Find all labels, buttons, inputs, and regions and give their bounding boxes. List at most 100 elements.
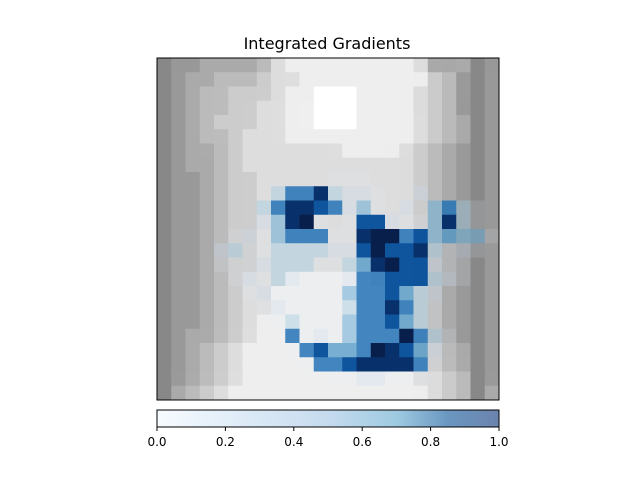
heatmap-cell [299, 286, 315, 301]
heatmap-cell [484, 271, 500, 287]
heatmap-cell [385, 385, 400, 401]
heatmap-cell [399, 257, 414, 273]
heatmap-cell [214, 257, 229, 273]
heatmap-cell [285, 328, 300, 344]
heatmap-cell [370, 300, 386, 315]
heatmap-cell [299, 157, 315, 173]
heatmap-cell [456, 72, 471, 87]
heatmap-cell [171, 186, 186, 201]
heatmap-cell [427, 257, 443, 273]
heatmap-cell [185, 343, 201, 358]
heatmap-cell [370, 200, 386, 216]
heatmap-cell [228, 129, 243, 144]
heatmap-cell [442, 328, 457, 344]
heatmap-cell [413, 257, 429, 273]
heatmap-cell [427, 271, 443, 287]
heatmap-cell [399, 243, 414, 258]
heatmap-cell [342, 243, 357, 258]
heatmap-cell [356, 243, 372, 258]
heatmap-cell [328, 200, 343, 216]
heatmap-cell [256, 385, 272, 401]
heatmap-cell [228, 286, 243, 301]
heatmap-cell [328, 371, 343, 387]
heatmap-cell [342, 157, 357, 173]
heatmap-cell [427, 243, 443, 258]
heatmap-cell [271, 357, 286, 372]
heatmap-cell [299, 100, 315, 116]
heatmap-cell [442, 243, 457, 258]
heatmap-cell [399, 72, 414, 87]
heatmap-cell [356, 129, 372, 144]
heatmap-cell [385, 129, 400, 144]
heatmap-cell [470, 72, 486, 87]
heatmap-cell [285, 186, 300, 201]
heatmap-cell [342, 115, 357, 130]
heatmap-cell [413, 58, 429, 73]
heatmap-cell [271, 343, 286, 358]
heatmap-cell [199, 214, 215, 230]
heatmap-cell [299, 58, 315, 73]
heatmap-cell [427, 129, 443, 144]
heatmap-cell [285, 115, 300, 130]
heatmap-cell [413, 115, 429, 130]
heatmap-cell [399, 343, 414, 358]
heatmap-cell [484, 157, 500, 173]
heatmap-cell [256, 271, 272, 287]
heatmap-cell [470, 257, 486, 273]
heatmap-cell [470, 86, 486, 102]
heatmap-cell [484, 86, 500, 102]
heatmap-cell [370, 214, 386, 230]
heatmap-cell [214, 86, 229, 102]
heatmap-cell [171, 200, 186, 216]
heatmap-cell [256, 86, 272, 102]
heatmap-cell [328, 328, 343, 344]
heatmap-cell [185, 286, 201, 301]
heatmap-cell [470, 300, 486, 315]
heatmap-cell [214, 72, 229, 87]
heatmap-cell [285, 214, 300, 230]
heatmap-cell [385, 357, 400, 372]
heatmap-cell [342, 86, 357, 102]
heatmap-cell [199, 286, 215, 301]
chart-title: Integrated Gradients [244, 34, 411, 53]
heatmap-cell [470, 143, 486, 159]
heatmap-cell [256, 143, 272, 159]
heatmap-cell [242, 314, 258, 330]
heatmap-cell [228, 200, 243, 216]
heatmap-cell [427, 172, 443, 187]
heatmap-cell [456, 257, 471, 273]
heatmap-cell [470, 229, 486, 244]
heatmap-cell [442, 100, 457, 116]
heatmap-cell [171, 271, 186, 287]
heatmap-cell [299, 257, 315, 273]
heatmap-cell [484, 186, 500, 201]
heatmap-cell [356, 328, 372, 344]
heatmap-cell [442, 200, 457, 216]
heatmap-cell [256, 214, 272, 230]
heatmap-cell [484, 100, 500, 116]
heatmap-cell [171, 72, 186, 87]
heatmap-cell [157, 143, 172, 159]
heatmap-cell [470, 371, 486, 387]
colorbar [156, 409, 500, 428]
heatmap-cell [285, 357, 300, 372]
heatmap-cell [342, 129, 357, 144]
heatmap-cell [214, 271, 229, 287]
heatmap-cell [356, 385, 372, 401]
heatmap-cell [456, 328, 471, 344]
heatmap-cell [271, 300, 286, 315]
heatmap-cell [171, 300, 186, 315]
heatmap-cell [484, 58, 500, 73]
heatmap-cell [385, 86, 400, 102]
heatmap-cell [370, 243, 386, 258]
heatmap-cell [285, 271, 300, 287]
heatmap-cell [484, 243, 500, 258]
heatmap-cell [228, 243, 243, 258]
heatmap-cell [299, 371, 315, 387]
heatmap-cell [285, 229, 300, 244]
heatmap-cell [328, 58, 343, 73]
heatmap-cell [470, 343, 486, 358]
heatmap-cell [356, 86, 372, 102]
heatmap-cell [370, 385, 386, 401]
heatmap-cell [342, 72, 357, 87]
